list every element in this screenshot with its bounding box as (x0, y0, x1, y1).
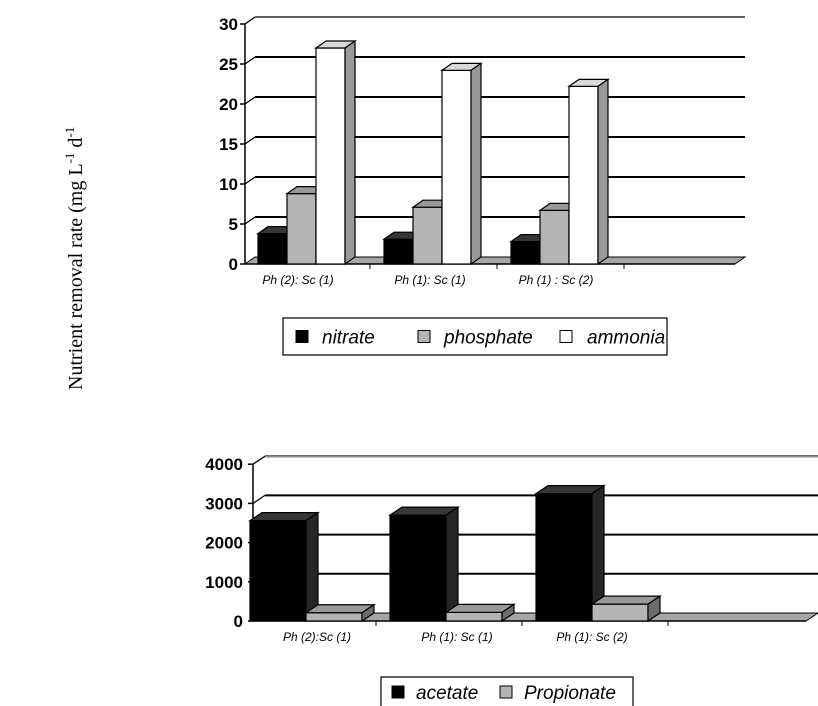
top-bar-front (441, 69, 472, 265)
bottom-bar-side (501, 603, 515, 623)
top-category-label: Ph (1): Sc (1) (394, 273, 465, 287)
top-grid-diagonal (244, 176, 256, 185)
bottom-bar-side (647, 595, 661, 623)
top-category-label: Ph (2): Sc (1) (262, 273, 333, 287)
bottom-bar (444, 603, 516, 623)
top-y-tick-label: 5 (229, 215, 238, 234)
bottom-bar (534, 484, 606, 623)
top-y-tick-label: 20 (219, 95, 238, 114)
bottom-legend-box (380, 676, 634, 706)
top-bar-front (539, 209, 570, 265)
top-bar-side (597, 78, 609, 266)
bottom-y-tick-label: 3000 (205, 494, 243, 513)
bottom-bar-front (305, 612, 363, 622)
top-bar-front (257, 233, 288, 265)
bottom-bar (590, 595, 662, 623)
top-bar-front (568, 85, 599, 265)
bottom-bar-front (535, 493, 593, 622)
top-grid-diagonal (244, 136, 256, 145)
top-grid-diagonal (244, 96, 256, 105)
bottom-bar-front (445, 611, 503, 622)
bottom-bar-front (591, 603, 649, 622)
top-bar (567, 78, 610, 266)
top-bar-front (383, 238, 414, 265)
bottom-y-axis-top (252, 455, 266, 465)
bottom-legend-swatch (499, 685, 513, 699)
top-bar-front (315, 47, 346, 265)
top-bar (314, 39, 357, 266)
top-bar (440, 62, 483, 266)
y-axis-label-mid: d (65, 138, 87, 153)
bottom-y-tick-label: 4000 (205, 455, 243, 474)
top-legend-swatch (295, 330, 309, 343)
top-legend-label: phosphate (443, 328, 533, 349)
bottom-legend-swatch (391, 685, 405, 699)
nutrient-chart: 0 5 10 15 20 25 30 Ph (2): Sc (1) Ph (1): Sc (1)… (219, 15, 747, 356)
top-y-axis-top (244, 16, 256, 25)
bottom-bar-front (249, 520, 307, 622)
bottom-bar-side (305, 511, 319, 623)
bottom-bar-side (445, 506, 459, 623)
y-axis-label-sup1: -1 (62, 153, 77, 164)
bottom-bar (248, 511, 320, 623)
top-legend-label: nitrate (322, 328, 375, 349)
bottom-y-tick-label: 0 (234, 612, 243, 631)
top-y-tick-label: 30 (219, 15, 238, 34)
bottom-category-label: Ph (1): Sc (2) (556, 630, 627, 644)
bottom-category-label: Ph (1): Sc (1) (421, 630, 492, 644)
bottom-y-tick-label: 1000 (205, 573, 243, 592)
top-bar-side (344, 39, 356, 266)
bottom-grid-diagonal (252, 494, 266, 504)
y-axis-label-sup2: -1 (62, 127, 77, 138)
bottom-legend-label: Propionate (524, 683, 616, 704)
y-axis-label: Nutrient removal rate (mg L-1 d-1 (62, 127, 87, 390)
top-bar-front (510, 241, 541, 265)
top-grid-diagonal (244, 216, 256, 225)
y-axis-label-main: Nutrient removal rate (mg L (65, 163, 87, 390)
bottom-bar (388, 506, 460, 623)
top-bar-side (470, 62, 482, 266)
bottom-bar-side (361, 603, 375, 623)
top-y-tick-label: 10 (219, 175, 238, 194)
top-y-tick-label: 15 (219, 135, 238, 154)
top-bar-front (286, 193, 317, 265)
bottom-category-label: Ph (2):Sc (1) (283, 630, 351, 644)
bottom-legend: acetate Propionate (380, 676, 634, 706)
top-y-tick-label: 0 (229, 255, 238, 274)
top-grid-diagonal (244, 56, 256, 65)
top-legend-swatch (417, 330, 431, 343)
acid-chart: 0 1000 2000 3000 4000 Ph (2):Sc (1) Ph (1): Sc… (205, 455, 818, 706)
top-y-tick-label: 25 (219, 55, 238, 74)
bottom-legend-label: acetate (416, 683, 478, 704)
top-legend: nitrate phosphate ammonia (282, 317, 668, 356)
top-category-label: Ph (1) : Sc (2) (519, 273, 594, 287)
top-legend-swatch (559, 330, 573, 343)
bottom-bar-front (389, 514, 447, 622)
top-bar-front (412, 206, 443, 265)
top-legend-label: ammonia (587, 328, 665, 349)
bottom-bar (304, 603, 376, 623)
top-legend-box (282, 317, 668, 356)
bottom-y-tick-label: 2000 (205, 534, 243, 553)
